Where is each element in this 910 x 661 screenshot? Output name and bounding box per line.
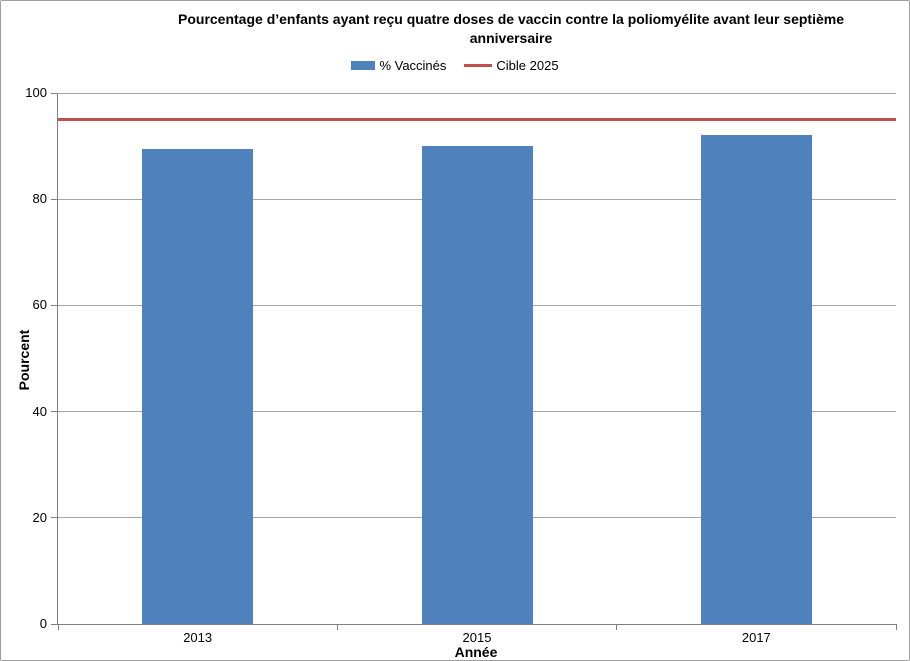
legend-item-vaccinated: % Vaccinés (351, 58, 446, 73)
x-axis-title: Année (454, 644, 498, 660)
legend-label-vaccinated: % Vaccinés (379, 58, 447, 73)
bar-2017 (700, 135, 812, 624)
y-tick-mark-100 (51, 92, 58, 94)
y-tick-label-20: 20 (32, 509, 47, 525)
y-tick-label-100: 100 (25, 85, 47, 100)
x-tick-mark-1 (336, 624, 338, 630)
x-tick-label-2017: 2017 (741, 630, 771, 645)
bar-2013 (142, 148, 254, 624)
y-tick-label-60: 60 (32, 297, 47, 313)
bar-2015 (421, 146, 533, 624)
y-tick-mark-40 (51, 411, 58, 413)
y-tick-mark-20 (51, 517, 58, 519)
x-tick-mark-3 (895, 624, 897, 630)
legend-item-target: Cible 2025 (464, 58, 559, 73)
y-tick-mark-60 (51, 304, 58, 306)
x-tick-mark-2 (616, 624, 618, 630)
plot-area: 0 20 40 60 80 100 2013 2015 2017 (25, 85, 897, 645)
x-tick-label-2015: 2015 (462, 630, 492, 645)
x-tick-mark-0 (57, 624, 59, 630)
x-tick-label-2013: 2013 (183, 630, 213, 645)
y-tick-label-0: 0 (39, 616, 47, 631)
chart-title: Pourcentage d’enfants ayant reçu quatre … (178, 11, 844, 46)
y-tick-mark-0 (51, 623, 58, 625)
target-line (58, 118, 896, 122)
gridline-100 (58, 92, 896, 94)
target-line-swatch-icon (464, 64, 493, 67)
y-axis-title: Pourcent (16, 329, 32, 391)
legend: % Vaccinés Cible 2025 (1, 58, 909, 73)
y-tick-mark-80 (51, 198, 58, 200)
y-tick-label-40: 40 (32, 403, 47, 419)
legend-label-target: Cible 2025 (496, 58, 559, 73)
bar-series-swatch-icon (351, 61, 376, 70)
y-tick-label-80: 80 (32, 191, 47, 207)
